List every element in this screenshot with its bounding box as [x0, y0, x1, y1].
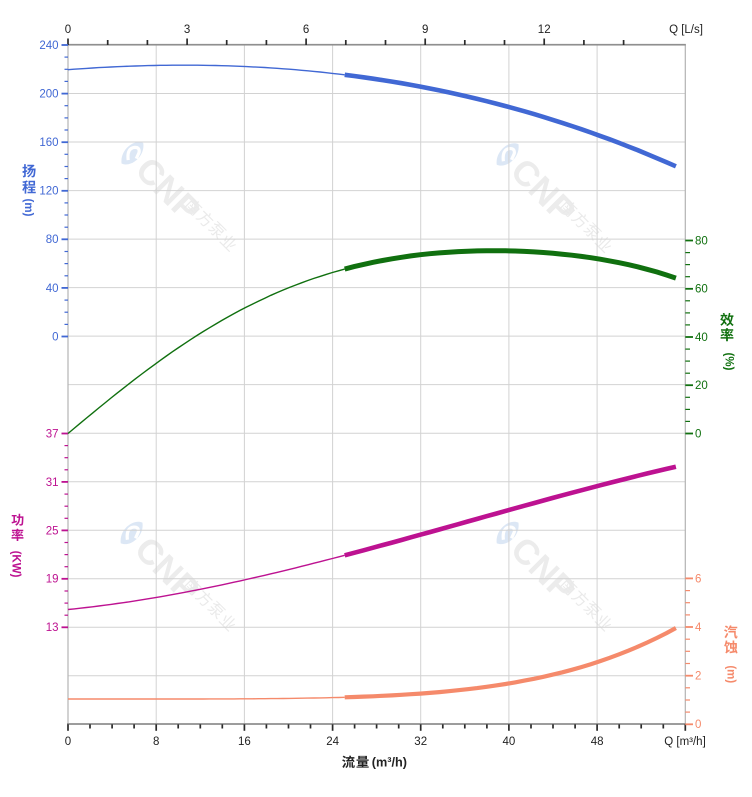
svg-text:60: 60 — [695, 284, 708, 296]
svg-text:9: 9 — [422, 24, 428, 36]
svg-text:120: 120 — [39, 186, 58, 198]
svg-text:80: 80 — [46, 234, 59, 246]
svg-text:(m³/h): (m³/h) — [372, 755, 407, 769]
svg-text:0: 0 — [65, 24, 71, 36]
svg-text:19: 19 — [46, 574, 59, 586]
svg-text:Q [L/s]: Q [L/s] — [669, 24, 703, 36]
svg-text:(m): (m) — [22, 199, 34, 217]
svg-text:24: 24 — [326, 736, 339, 748]
svg-text:(%): (%) — [723, 353, 735, 371]
svg-text:0: 0 — [65, 736, 71, 748]
svg-text:6: 6 — [303, 24, 309, 36]
svg-text:160: 160 — [39, 137, 58, 149]
svg-text:31: 31 — [46, 477, 59, 489]
svg-text:240: 240 — [39, 40, 58, 52]
svg-text:8: 8 — [153, 736, 159, 748]
svg-text:200: 200 — [39, 89, 58, 101]
svg-text:37: 37 — [46, 428, 59, 440]
svg-text:25: 25 — [46, 525, 59, 537]
svg-text:80: 80 — [695, 235, 708, 247]
svg-text:20: 20 — [695, 380, 708, 392]
svg-text:40: 40 — [46, 283, 59, 295]
svg-text:16: 16 — [238, 736, 251, 748]
svg-text:0: 0 — [695, 719, 701, 731]
svg-text:40: 40 — [695, 332, 708, 344]
svg-text:(m): (m) — [724, 665, 736, 683]
svg-text:6: 6 — [695, 573, 701, 585]
svg-text:40: 40 — [503, 736, 516, 748]
svg-text:13: 13 — [46, 622, 59, 634]
svg-text:Q [m³/h]: Q [m³/h] — [664, 736, 706, 748]
svg-text:2: 2 — [695, 671, 701, 683]
svg-text:32: 32 — [414, 736, 427, 748]
svg-text:3: 3 — [184, 24, 190, 36]
svg-text:(KW): (KW) — [10, 551, 22, 578]
svg-text:0: 0 — [695, 428, 701, 440]
svg-text:12: 12 — [538, 24, 551, 36]
svg-text:48: 48 — [591, 736, 604, 748]
svg-text:0: 0 — [52, 331, 58, 343]
svg-text:4: 4 — [695, 622, 702, 634]
